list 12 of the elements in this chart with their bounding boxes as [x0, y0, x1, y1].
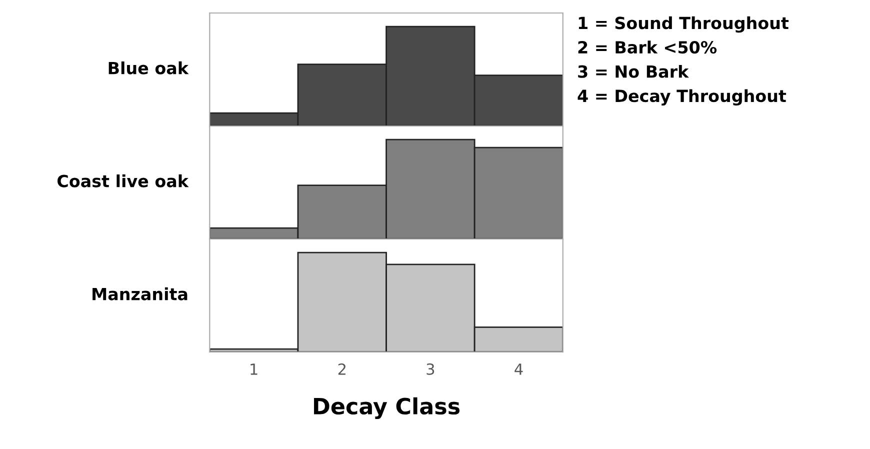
- text: 4 = Decay Throughout: [578, 89, 786, 106]
- x-tick-label: 4: [514, 364, 523, 375]
- x-tick-label: 2: [338, 363, 346, 375]
- y-axis-title: Blue oak: [108, 61, 189, 74]
- y-axis-title: Manzanita: [92, 287, 188, 300]
- y-axis-title: Coast live oak: [58, 174, 189, 188]
- text: 1 = Sound Throughout: [578, 16, 789, 33]
- x-tick-label: 3: [426, 363, 434, 375]
- text: 3 = No Bark: [578, 64, 689, 78]
- text: 2 = Bark <50%: [578, 40, 717, 54]
- x-tick-label: 1: [250, 364, 258, 375]
- x-axis-title: Decay Class: [314, 397, 460, 420]
